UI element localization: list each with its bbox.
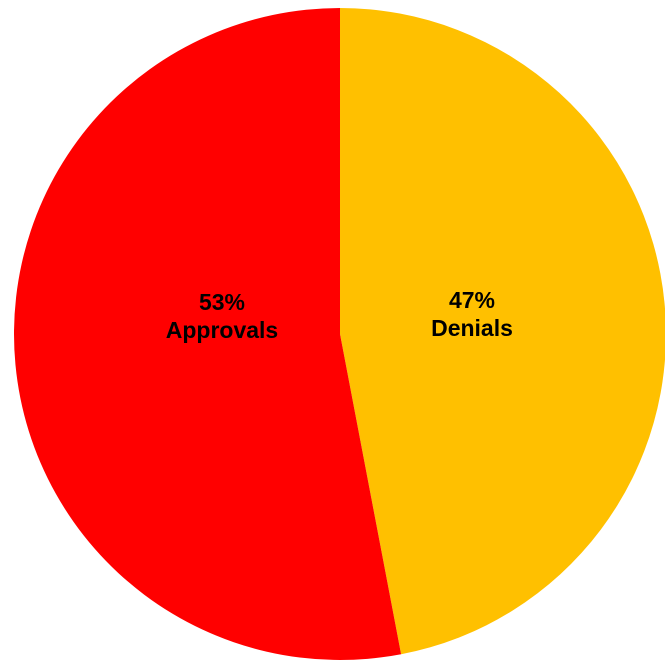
pie-slice-denials [340, 8, 665, 655]
slice-value-label-denials: 47% [449, 287, 495, 313]
pie-labels: 53%Approvals 47%Denials [166, 287, 513, 343]
pie-slices [14, 8, 665, 660]
slice-value-label-approvals: 53% [199, 289, 245, 315]
pie-slice-approvals [14, 8, 402, 660]
slice-name-label-approvals: Approvals [166, 317, 278, 343]
slice-name-label-denials: Denials [431, 315, 513, 341]
